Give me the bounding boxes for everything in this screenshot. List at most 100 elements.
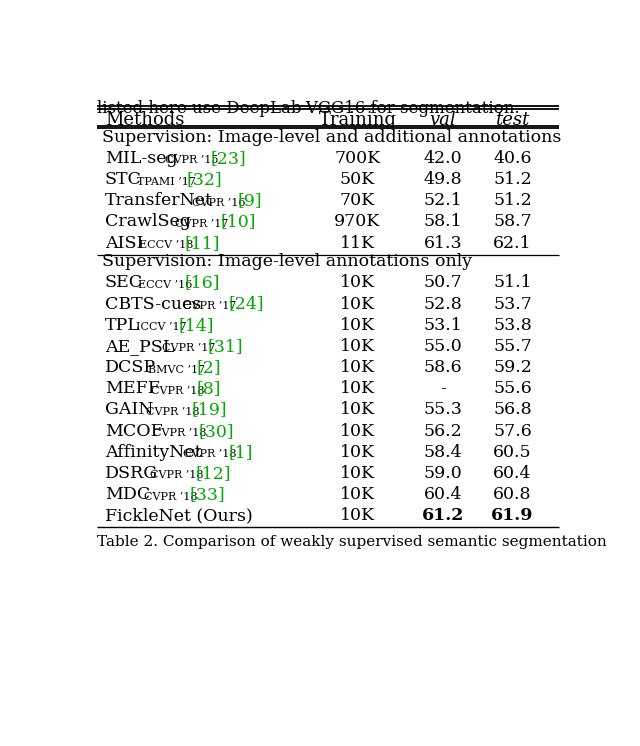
Text: [9]: [9] [237,192,262,210]
Text: 10K: 10K [340,380,375,398]
Text: CVPR ’17: CVPR ’17 [183,301,237,311]
Text: Supervision: Image-level and additional annotations: Supervision: Image-level and additional … [102,129,561,145]
Text: MCOF: MCOF [105,423,163,439]
Text: 58.4: 58.4 [424,444,462,461]
Text: 57.6: 57.6 [493,423,532,439]
Text: [33]: [33] [189,486,225,503]
Text: 10K: 10K [340,486,375,503]
Text: val: val [429,110,456,128]
Text: DSRG: DSRG [105,465,158,482]
Text: 61.3: 61.3 [424,235,462,251]
Text: 56.8: 56.8 [493,401,532,419]
Text: CVPR ’16: CVPR ’16 [192,198,246,207]
Text: 53.1: 53.1 [423,317,462,333]
Text: [1]: [1] [229,444,253,461]
Text: 61.9: 61.9 [492,507,534,524]
Text: test: test [495,110,530,128]
Text: 10K: 10K [340,444,375,461]
Text: listed here use DeepLab-VGG16 for segmentation.: listed here use DeepLab-VGG16 for segmen… [97,99,520,116]
Text: 10K: 10K [340,295,375,313]
Text: [14]: [14] [179,317,214,333]
Text: 60.8: 60.8 [493,486,532,503]
Text: TPAMI ’17: TPAMI ’17 [137,177,196,186]
Text: DCSP: DCSP [105,359,156,376]
Text: [2]: [2] [196,359,221,376]
Text: 700K: 700K [334,150,381,167]
Text: 62.1: 62.1 [493,235,532,251]
Text: CVPR ’18: CVPR ’18 [147,407,200,417]
Text: [11]: [11] [184,235,220,251]
Text: STC: STC [105,171,141,188]
Text: GAIN: GAIN [105,401,154,419]
Text: 56.2: 56.2 [423,423,462,439]
Text: 60.5: 60.5 [493,444,532,461]
Text: CVPR ’18: CVPR ’18 [154,428,207,438]
Text: ECCV ’18: ECCV ’18 [138,240,193,250]
Text: 55.7: 55.7 [493,338,532,355]
Text: 55.0: 55.0 [423,338,462,355]
Text: Methods: Methods [105,110,184,128]
Text: AffinityNet: AffinityNet [105,444,202,461]
Text: 10K: 10K [340,423,375,439]
Text: AE_PSL: AE_PSL [105,338,174,355]
Text: [12]: [12] [195,465,231,482]
Text: Supervision: Image-level annotations only: Supervision: Image-level annotations onl… [102,253,472,270]
Text: 10K: 10K [340,317,375,333]
Text: 10K: 10K [340,338,375,355]
Text: 51.1: 51.1 [493,275,532,292]
Text: 50K: 50K [340,171,375,188]
Text: 59.0: 59.0 [423,465,462,482]
Text: 58.1: 58.1 [424,213,462,231]
Text: -: - [440,380,445,398]
Text: [24]: [24] [228,295,264,313]
Text: 53.7: 53.7 [493,295,532,313]
Text: Table 2. Comparison of weakly supervised semantic segmentation: Table 2. Comparison of weakly supervised… [97,535,607,549]
Text: 10K: 10K [340,359,375,376]
Text: MDC: MDC [105,486,150,503]
Text: [32]: [32] [187,171,223,188]
Text: 60.4: 60.4 [424,486,462,503]
Text: 51.2: 51.2 [493,192,532,210]
Text: CVPR ’18: CVPR ’18 [151,386,205,395]
Text: CVPR ’18: CVPR ’18 [144,492,197,501]
Text: CVPR ’17: CVPR ’17 [163,343,216,354]
Text: 58.6: 58.6 [424,359,462,376]
Text: [31]: [31] [207,338,243,355]
Text: 61.2: 61.2 [422,507,464,524]
Text: 10K: 10K [340,465,375,482]
Text: [30]: [30] [199,423,234,439]
Text: 52.8: 52.8 [423,295,462,313]
Text: 10K: 10K [340,507,375,524]
Text: CrawlSeg: CrawlSeg [105,213,191,231]
Text: CVPR ’15: CVPR ’15 [165,155,218,166]
Text: 10K: 10K [340,401,375,419]
Text: CVPR ’17: CVPR ’17 [175,219,228,229]
Text: 42.0: 42.0 [424,150,462,167]
Text: CVPR ’18: CVPR ’18 [184,449,237,460]
Text: [23]: [23] [211,150,246,167]
Text: FickleNet (Ours): FickleNet (Ours) [105,507,253,524]
Text: 40.6: 40.6 [493,150,532,167]
Text: MIL-seg: MIL-seg [105,150,177,167]
Text: 55.6: 55.6 [493,380,532,398]
Text: 10K: 10K [340,275,375,292]
Text: TransferNet: TransferNet [105,192,212,210]
Text: 55.3: 55.3 [423,401,462,419]
Text: ICCV ’17: ICCV ’17 [136,322,186,332]
Text: 970K: 970K [334,213,381,231]
Text: 53.8: 53.8 [493,317,532,333]
Text: AISI: AISI [105,235,143,251]
Text: BMVC ’17: BMVC ’17 [148,365,205,374]
Text: ECCV ’16: ECCV ’16 [138,280,193,289]
Text: Training: Training [319,110,396,128]
Text: 50.7: 50.7 [423,275,462,292]
Text: 59.2: 59.2 [493,359,532,376]
Text: CVPR ’18: CVPR ’18 [150,471,204,480]
Text: 70K: 70K [340,192,375,210]
Text: TPL: TPL [105,317,140,333]
Text: 49.8: 49.8 [424,171,462,188]
Text: 52.1: 52.1 [423,192,462,210]
Text: MEFF: MEFF [105,380,159,398]
Text: [8]: [8] [196,380,221,398]
Text: CBTS-cues: CBTS-cues [105,295,201,313]
